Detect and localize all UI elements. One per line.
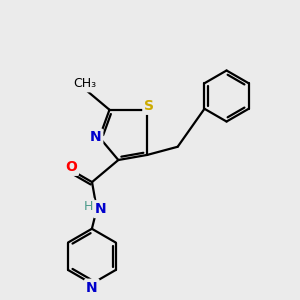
Text: N: N [95, 202, 106, 216]
Text: O: O [65, 160, 77, 174]
Text: CH₃: CH₃ [74, 77, 97, 91]
Text: H: H [83, 200, 93, 213]
Text: N: N [86, 281, 98, 295]
Text: N: N [90, 130, 101, 144]
Text: S: S [144, 99, 154, 113]
